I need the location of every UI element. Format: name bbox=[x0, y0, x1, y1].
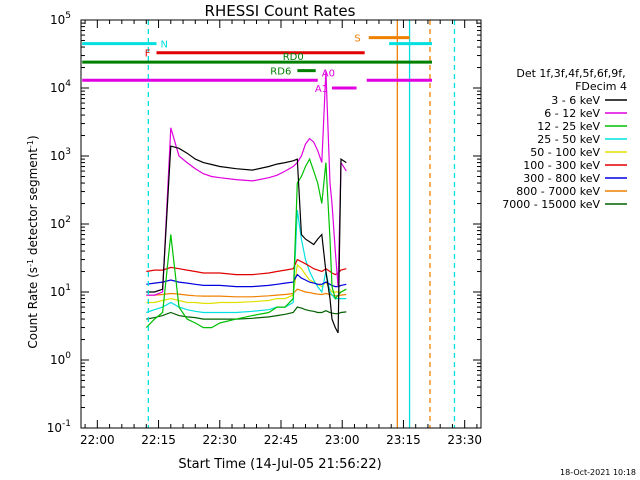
axes: 22:00 22:15 22:30 22:45 23:00 23:15 23:3010-11… bbox=[47, 11, 482, 447]
legend-label: 7000 - 15000 keV bbox=[502, 198, 600, 211]
y-tick-label: 104 bbox=[50, 79, 71, 95]
flag-label-n: N bbox=[161, 40, 168, 51]
legend-header: FDecim 4 bbox=[575, 80, 627, 93]
x-axis-label: Start Time (14-Jul-05 21:56:22) bbox=[178, 457, 381, 472]
flag-label-a1: A1 bbox=[315, 84, 328, 95]
y-tick-exponent: 1 bbox=[65, 283, 71, 293]
legend-label: 12 - 25 keV bbox=[537, 120, 600, 133]
y-axis-label: Count Rate (s-1 detector segment-1) bbox=[26, 135, 41, 348]
series-line-25-50-kev bbox=[146, 210, 347, 314]
y-tick-label: 100 bbox=[50, 351, 71, 367]
flag-label-rd0: RD0 bbox=[283, 52, 304, 63]
y-tick-label: 102 bbox=[50, 215, 71, 231]
y-axis-label-exponent: -1 bbox=[26, 140, 35, 148]
legend-label: 800 - 7000 keV bbox=[516, 185, 600, 198]
y-tick-label: 10-1 bbox=[47, 419, 71, 435]
y-tick-mantissa: 10 bbox=[50, 13, 65, 27]
y-tick-label: 103 bbox=[50, 147, 71, 163]
series-line-12-25-kev bbox=[145, 157, 347, 329]
flag-label-s: S bbox=[354, 34, 360, 45]
x-tick-label: 22:45 bbox=[264, 433, 299, 447]
y-tick-label: 101 bbox=[50, 283, 71, 299]
y-tick-mantissa: 10 bbox=[50, 353, 65, 367]
series-line-50-100-kev bbox=[146, 263, 347, 304]
x-tick-label: 22:15 bbox=[141, 433, 176, 447]
legend-header: Det 1f,3f,4f,5f,6f,9f, bbox=[516, 67, 625, 80]
y-tick-mantissa: 10 bbox=[50, 81, 65, 95]
y-axis-label-exponent: -1 bbox=[26, 259, 35, 267]
series-line-800-7000-kev bbox=[146, 288, 347, 298]
y-tick-exponent: 3 bbox=[65, 147, 71, 157]
y-tick-mantissa: 10 bbox=[50, 285, 65, 299]
y-tick-mantissa: 10 bbox=[47, 421, 62, 435]
y-axis-label-part: ) bbox=[26, 135, 40, 140]
y-tick-label: 105 bbox=[50, 11, 71, 27]
x-tick-label: 23:30 bbox=[447, 433, 482, 447]
plot-area bbox=[82, 20, 456, 428]
series-line-3-6-kev bbox=[146, 145, 347, 334]
flag-label-rd6: RD6 bbox=[270, 67, 291, 78]
legend-label: 6 - 12 keV bbox=[544, 107, 600, 120]
chart-title: RHESSI Count Rates bbox=[205, 2, 356, 20]
legend-label: 3 - 6 keV bbox=[551, 94, 600, 107]
y-tick-exponent: 5 bbox=[65, 11, 71, 21]
y-tick-mantissa: 10 bbox=[50, 149, 65, 163]
legend-label: 50 - 100 keV bbox=[530, 146, 600, 159]
y-axis-label-part: Count Rate (s bbox=[26, 267, 40, 349]
y-tick-exponent: 0 bbox=[65, 351, 71, 361]
series-line-6-12-kev bbox=[146, 70, 347, 296]
footer-date: 18-Oct-2021 10:18 bbox=[560, 468, 636, 477]
y-tick-exponent: 4 bbox=[65, 79, 71, 89]
x-tick-label: 23:15 bbox=[386, 433, 421, 447]
flag-label-a0: A0 bbox=[322, 68, 335, 79]
y-tick-exponent: -1 bbox=[62, 419, 71, 429]
legend-label: 300 - 800 keV bbox=[523, 172, 600, 185]
legend: Det 1f,3f,4f,5f,6f,9f,FDecim 43 - 6 keV6… bbox=[502, 67, 627, 211]
x-tick-label: 22:30 bbox=[202, 433, 237, 447]
x-tick-label: 22:00 bbox=[80, 433, 115, 447]
y-axis-label-part: detector segment bbox=[26, 148, 40, 259]
y-tick-exponent: 2 bbox=[65, 215, 71, 225]
series-line-100-300-kev bbox=[146, 258, 347, 276]
flag-label-f: F bbox=[145, 49, 151, 60]
legend-label: 100 - 300 keV bbox=[523, 159, 600, 172]
y-tick-mantissa: 10 bbox=[50, 217, 65, 231]
legend-label: 25 - 50 keV bbox=[537, 133, 600, 146]
series-line-300-800-kev bbox=[146, 273, 347, 288]
x-tick-label: 23:00 bbox=[325, 433, 360, 447]
